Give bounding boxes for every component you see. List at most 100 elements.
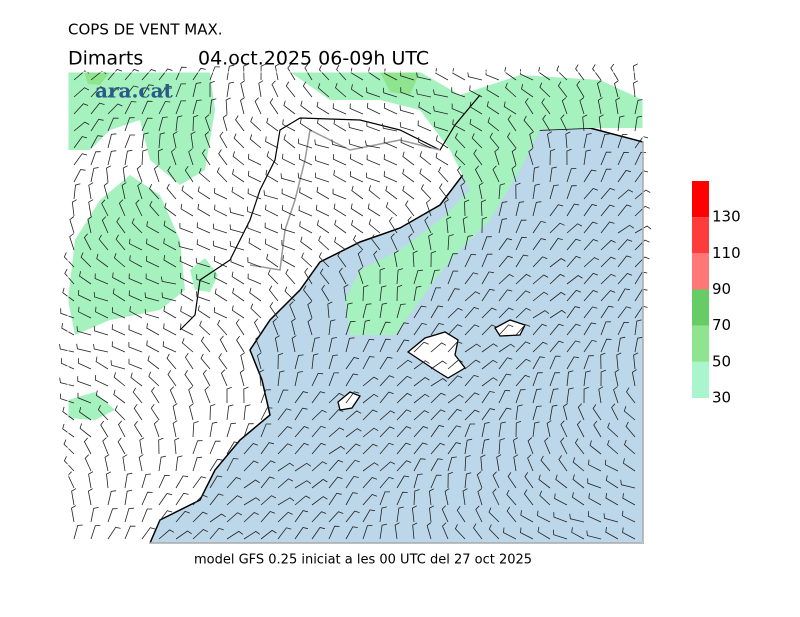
map: ara.cat	[59, 63, 652, 544]
barb	[226, 404, 234, 421]
barb	[532, 274, 549, 285]
barb	[299, 221, 313, 234]
barb	[451, 103, 466, 115]
barb	[451, 87, 466, 98]
barb	[366, 121, 381, 132]
barb	[379, 356, 393, 370]
barb	[549, 258, 566, 268]
barb	[566, 340, 581, 353]
barb	[396, 506, 404, 523]
barb	[198, 168, 211, 183]
barb	[146, 340, 160, 353]
barb	[107, 68, 123, 81]
barb	[583, 339, 597, 353]
barb	[579, 97, 585, 115]
barb	[549, 148, 556, 166]
barb	[549, 184, 559, 200]
barb	[90, 102, 105, 115]
barb	[532, 310, 550, 319]
barb	[121, 182, 127, 200]
barb	[348, 122, 364, 132]
barb	[379, 506, 387, 523]
barb	[76, 343, 92, 353]
barb	[396, 460, 412, 472]
barb	[230, 256, 245, 268]
barb	[311, 425, 326, 438]
barb	[158, 116, 168, 132]
wind-barbs	[59, 63, 652, 540]
barb	[383, 171, 398, 183]
barb	[254, 97, 262, 115]
barb	[229, 241, 245, 251]
barb	[265, 136, 279, 149]
barb	[524, 472, 534, 489]
barb	[287, 63, 296, 81]
barb	[634, 271, 648, 285]
barb	[623, 406, 636, 421]
barb	[260, 460, 276, 472]
barb	[129, 306, 143, 319]
barb	[282, 153, 296, 166]
barb	[281, 188, 296, 200]
barb	[553, 529, 568, 540]
barb	[481, 271, 494, 285]
barb	[271, 80, 279, 98]
barb	[314, 139, 330, 149]
barb	[269, 302, 279, 319]
barb	[592, 404, 602, 421]
barb	[328, 319, 336, 336]
barb	[362, 285, 369, 302]
barb	[532, 183, 541, 200]
barb	[332, 103, 347, 115]
barb	[351, 220, 364, 234]
barb	[232, 151, 245, 166]
barb	[575, 64, 585, 81]
barb	[481, 288, 495, 302]
barb	[464, 343, 481, 353]
barb	[583, 272, 599, 285]
barb	[379, 426, 395, 438]
barb	[116, 217, 126, 234]
barb	[447, 442, 461, 455]
barb	[200, 336, 211, 353]
barb	[78, 306, 92, 319]
barb	[583, 322, 597, 336]
barb	[583, 149, 591, 166]
barb	[464, 253, 477, 268]
barb	[263, 190, 279, 200]
barb	[90, 70, 107, 81]
barb	[358, 267, 364, 285]
barb	[260, 529, 277, 540]
barb	[447, 270, 459, 285]
barb	[93, 291, 109, 302]
barb	[617, 273, 633, 285]
barb	[90, 118, 104, 132]
barb	[148, 371, 160, 387]
barb	[396, 442, 411, 455]
barb	[77, 376, 92, 387]
barb	[216, 167, 228, 183]
barb	[582, 114, 588, 132]
barb	[515, 420, 522, 438]
barb	[396, 475, 410, 489]
barb	[393, 250, 399, 268]
barb	[481, 253, 493, 268]
barb	[388, 216, 398, 234]
barb	[566, 238, 581, 251]
barb	[260, 63, 266, 81]
barb	[106, 165, 112, 183]
colorbar-label: 70	[712, 316, 731, 334]
barb	[192, 115, 199, 132]
barb	[113, 389, 126, 404]
barb	[63, 439, 75, 455]
barb	[255, 335, 262, 353]
barb	[362, 443, 378, 455]
barb	[588, 459, 602, 472]
barb	[471, 133, 483, 149]
barb	[158, 68, 173, 81]
barb	[598, 114, 604, 132]
barb	[318, 252, 330, 268]
barb	[229, 207, 245, 217]
barb	[150, 403, 160, 421]
barb	[523, 489, 534, 506]
